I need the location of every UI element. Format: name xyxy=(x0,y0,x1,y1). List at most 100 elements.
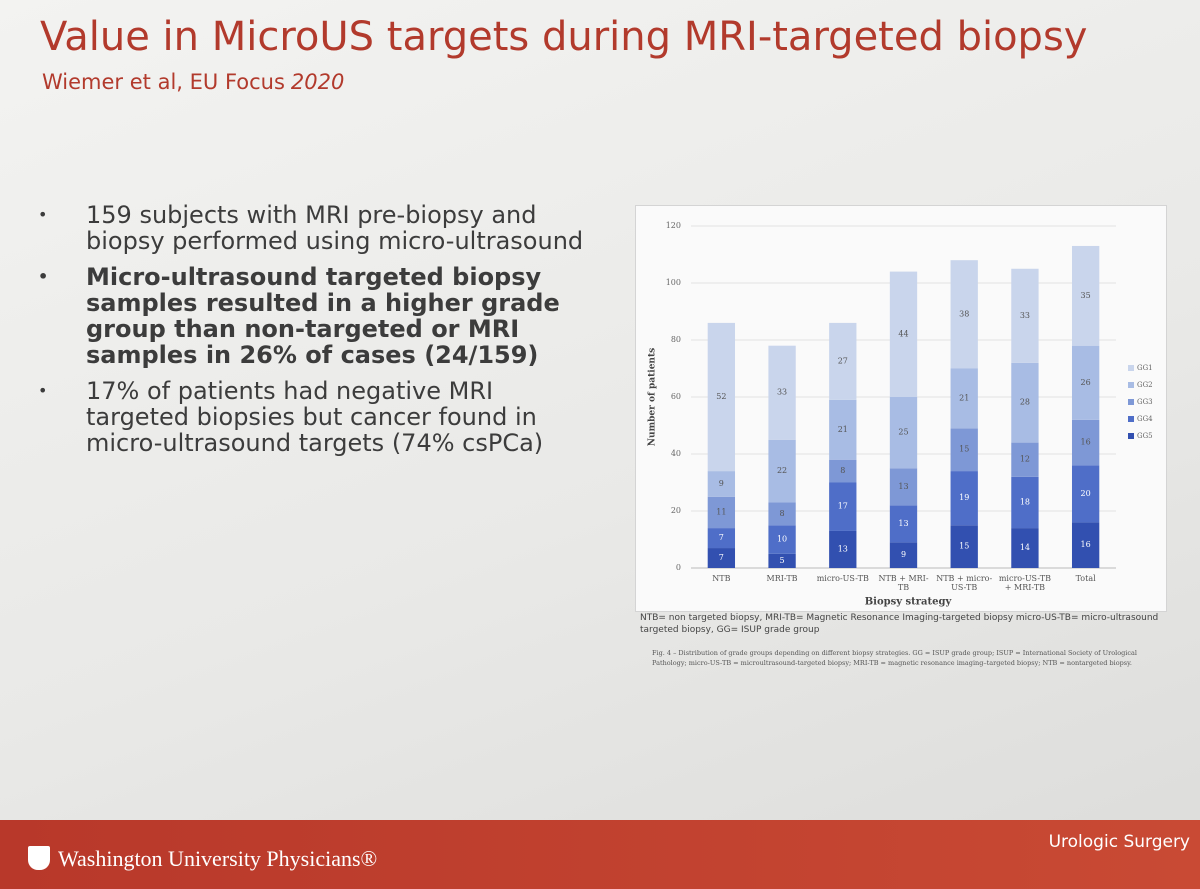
bar-segment xyxy=(768,439,796,503)
y-tick-label: 20 xyxy=(671,506,681,515)
footer: Washington University Physicians® Urolog… xyxy=(0,820,1200,889)
data-label: 9 xyxy=(719,479,724,488)
bar-segment xyxy=(1011,442,1039,477)
bar-segment xyxy=(1071,245,1100,346)
bar-segment xyxy=(1011,476,1039,529)
data-label: 13 xyxy=(898,482,908,491)
data-label: 35 xyxy=(1081,291,1091,300)
legend-label: GG5 xyxy=(1137,432,1153,440)
data-label: 11 xyxy=(716,507,726,516)
bar-segment xyxy=(1011,528,1039,568)
data-label: 16 xyxy=(1081,540,1091,549)
legend-label: GG4 xyxy=(1137,415,1153,423)
bar-segment xyxy=(707,548,736,568)
data-label: 15 xyxy=(959,445,969,454)
data-label: 5 xyxy=(780,556,785,565)
data-label: 17 xyxy=(838,502,848,511)
data-label: 7 xyxy=(719,533,724,542)
bullet: 159 subjects with MRI pre-biopsy and bio… xyxy=(36,202,596,254)
abbreviation-note: NTB= non targeted biopsy, MRI-TB= Magnet… xyxy=(640,613,1159,635)
data-label: 21 xyxy=(959,393,969,402)
bar-segment xyxy=(950,525,978,568)
data-label: 8 xyxy=(780,509,785,518)
bar-segment xyxy=(768,553,796,568)
data-label: 20 xyxy=(1081,489,1091,498)
data-label: 25 xyxy=(898,428,908,437)
x-tick-label: micro-US-TB xyxy=(816,574,869,583)
data-label: 13 xyxy=(898,519,908,528)
y-axis-title: Number of patients xyxy=(648,348,658,446)
data-label: 52 xyxy=(716,392,726,401)
subtitle-year: 2020 xyxy=(290,70,345,94)
brand: Washington University Physicians® xyxy=(58,846,378,871)
data-label: 10 xyxy=(777,535,787,544)
data-label: 14 xyxy=(1020,543,1030,552)
y-tick-label: 100 xyxy=(666,278,681,287)
x-tick-label: NTB xyxy=(712,574,731,583)
x-tick-label: MRI-TB xyxy=(766,574,798,583)
bullet: Micro-ultrasound targeted biopsy samples… xyxy=(36,264,596,368)
x-tick-label: NTB + micro-US-TB xyxy=(936,574,993,592)
bar-segment xyxy=(889,505,918,543)
chart-panel: Number of patients Biopsy strategy 0 20 40… xyxy=(635,205,1167,612)
bullet-list: 159 subjects with MRI pre-biopsy and bio… xyxy=(36,202,596,466)
x-axis-title: Biopsy strategy xyxy=(865,597,953,608)
legend-swatch xyxy=(1128,433,1134,439)
legend-label: GG1 xyxy=(1137,364,1153,372)
bar-segment xyxy=(707,528,736,549)
bar-segment xyxy=(1071,522,1100,568)
subtitle-text: Wiemer et al, EU Focus xyxy=(42,70,285,94)
data-label: 9 xyxy=(901,550,906,559)
data-label: 18 xyxy=(1020,497,1030,506)
figure-caption: Fig. 4 – Distribution of grade groups de… xyxy=(652,649,1137,667)
y-tick-label: 120 xyxy=(666,221,681,230)
data-label: 16 xyxy=(1081,438,1091,447)
bar-segment xyxy=(829,399,857,460)
data-label: 22 xyxy=(777,466,787,475)
bar-segment xyxy=(1011,362,1039,443)
legend-label: GG2 xyxy=(1137,381,1153,389)
data-label: 8 xyxy=(840,466,845,475)
bar-segment xyxy=(768,525,796,554)
data-label: 13 xyxy=(838,544,848,553)
bar-segment xyxy=(707,496,736,529)
data-label: 7 xyxy=(719,553,724,562)
bar-segment xyxy=(1011,268,1039,363)
data-label: 21 xyxy=(838,425,848,434)
bar-segment xyxy=(829,459,857,483)
slide-subtitle: Wiemer et al, EU Focus 2020 xyxy=(42,70,344,94)
y-tick-label: 40 xyxy=(671,449,681,458)
x-tick-label: micro-US-TB + MRI-TB xyxy=(998,574,1051,592)
legend-swatch xyxy=(1128,399,1134,405)
bar-segment xyxy=(1071,345,1100,420)
data-label: 33 xyxy=(1020,311,1030,320)
bar-segment xyxy=(889,271,918,397)
bar-segment xyxy=(950,471,978,526)
x-tick-label: Total xyxy=(1075,574,1096,583)
bar-segment xyxy=(889,397,918,469)
data-label: 38 xyxy=(959,309,969,318)
data-label: 26 xyxy=(1081,378,1091,387)
bar-segment xyxy=(768,502,796,526)
data-label: 27 xyxy=(838,356,848,365)
y-tick-label: 60 xyxy=(671,392,681,401)
y-tick-label: 80 xyxy=(671,335,681,344)
legend-swatch xyxy=(1128,382,1134,388)
bar-segment xyxy=(829,322,857,400)
data-label: 19 xyxy=(959,493,969,502)
x-tick-label: NTB + MRI-TB xyxy=(878,574,929,592)
legend-label: GG3 xyxy=(1137,398,1153,406)
bar-segment xyxy=(950,428,978,472)
bar-segment xyxy=(889,542,918,568)
data-label: 28 xyxy=(1020,398,1030,407)
slide-title: Value in MicroUS targets during MRI-targ… xyxy=(40,14,1088,60)
bar-segment xyxy=(1071,465,1100,523)
crest-icon xyxy=(28,846,50,870)
bullet: 17% of patients had negative MRI targete… xyxy=(36,378,596,456)
bar-segment xyxy=(950,260,978,369)
legend-swatch xyxy=(1128,365,1134,371)
data-label: 44 xyxy=(898,329,908,338)
department: Urologic Surgery xyxy=(1048,832,1190,852)
y-tick-label: 0 xyxy=(676,563,681,572)
